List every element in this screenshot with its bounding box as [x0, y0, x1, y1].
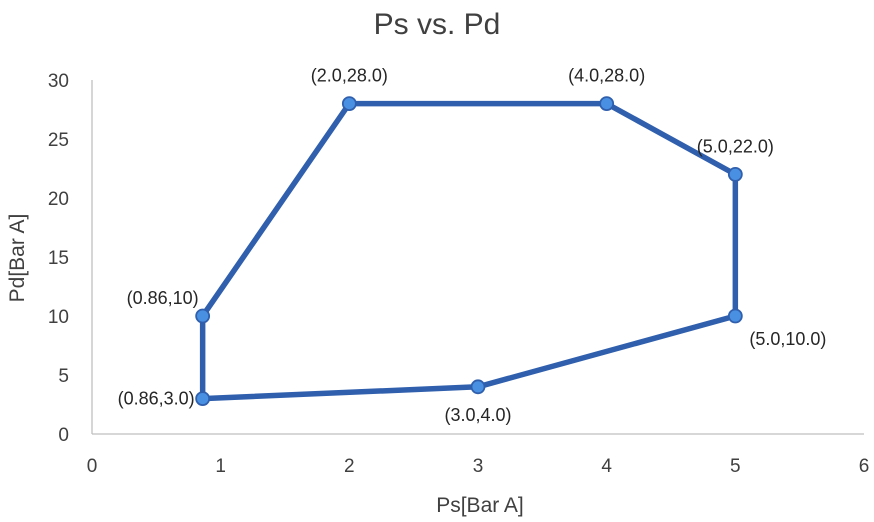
data-label: (2.0,28.0): [311, 66, 388, 86]
data-labels: (0.86,3.0) (0.86,10) (2.0,28.0) (4.0,28.0) (…: [118, 66, 827, 425]
x-tick-label: 5: [730, 456, 741, 477]
x-tick-label: 4: [601, 456, 612, 477]
data-label: (3.0,4.0): [444, 405, 511, 425]
data-point: [341, 96, 357, 111]
data-label: (0.86,10): [127, 288, 199, 308]
x-tick-label: 3: [473, 456, 484, 477]
x-tick-label: 2: [344, 456, 355, 477]
data-point: [470, 379, 486, 395]
x-tick-label: 1: [215, 456, 226, 477]
data-point: [727, 308, 743, 324]
data-label: (0.86,3.0): [118, 389, 195, 409]
y-tick-label: 20: [48, 189, 69, 210]
series-line: [199, 100, 739, 402]
series-layer: [195, 96, 743, 407]
x-tick-label: 0: [87, 456, 98, 477]
data-point: [727, 166, 743, 182]
data-point: [599, 96, 615, 111]
y-tick-label: 10: [48, 307, 69, 328]
chart-title: Ps vs. Pd: [374, 8, 501, 41]
data-point: [195, 391, 211, 407]
data-label: (4.0,28.0): [568, 66, 645, 86]
x-tick-label: 6: [859, 456, 870, 477]
x-axis-title: Ps[Bar A]: [436, 494, 524, 517]
y-tick-label: 15: [48, 248, 69, 269]
y-tick-label: 25: [48, 130, 69, 151]
tick-labels: 0 1 2 3 4 5 6 0 5 10 15 20 25 30: [48, 71, 869, 477]
y-tick-label: 30: [48, 71, 69, 92]
data-label: (5.0,22.0): [697, 136, 774, 156]
data-point: [195, 308, 211, 324]
data-label: (5.0,10.0): [749, 329, 826, 349]
y-tick-label: 5: [58, 366, 69, 387]
y-tick-label: 0: [58, 425, 69, 446]
y-axis-title: Pd[Bar A]: [6, 214, 29, 303]
